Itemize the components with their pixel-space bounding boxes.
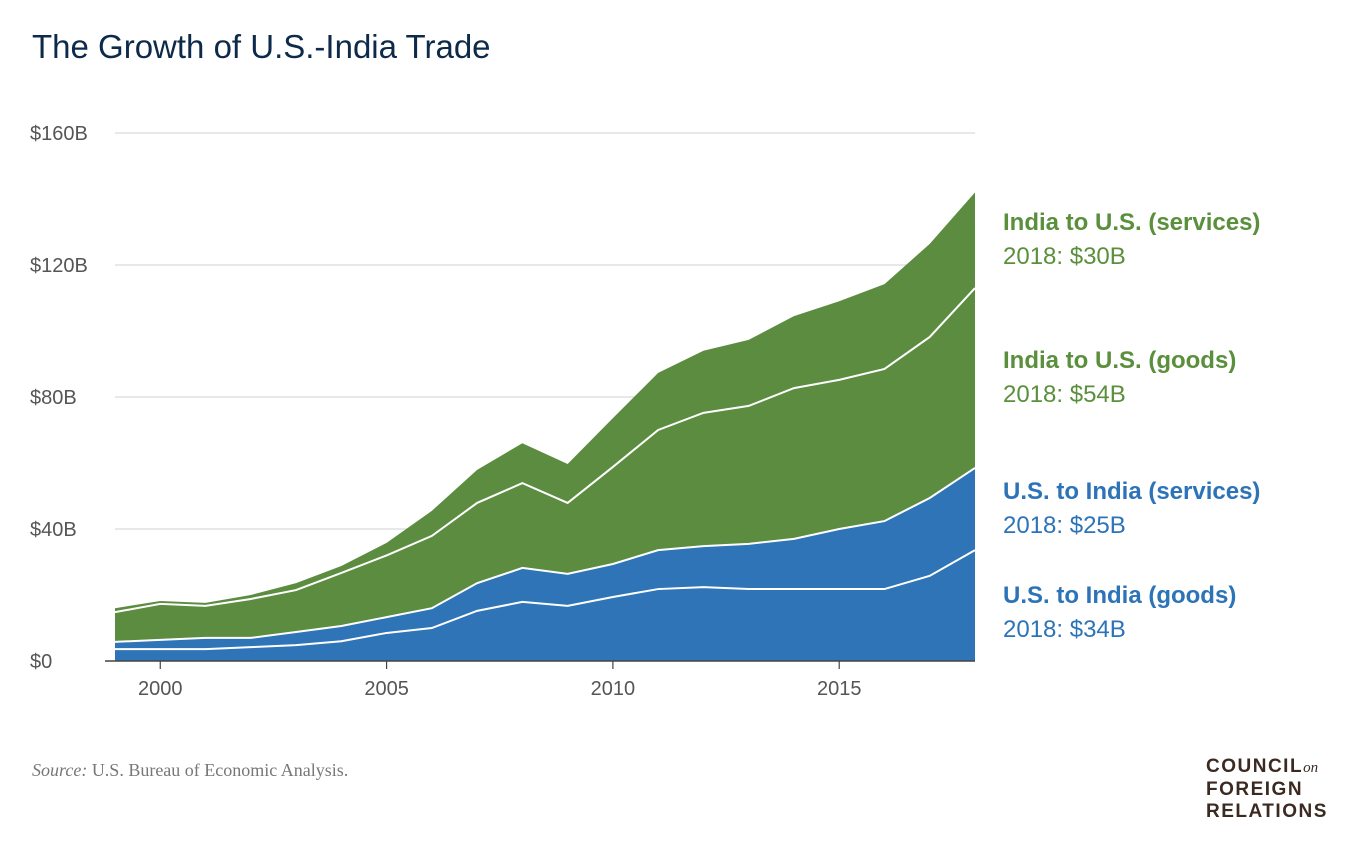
y-tick-label: $160B <box>30 123 88 145</box>
series-note: 2018: $54B <box>1003 381 1126 408</box>
y-tick-label: $80B <box>30 387 77 409</box>
series-boundary-line <box>114 467 976 643</box>
series-note: 2018: $34B <box>1003 616 1126 643</box>
x-tick-label: 2015 <box>817 678 862 700</box>
series-name: U.S. to India (goods) <box>1003 582 1237 609</box>
series-name: U.S. to India (services) <box>1003 478 1261 505</box>
logo-on: on <box>1303 760 1319 776</box>
series-name: India to U.S. (goods) <box>1003 347 1237 374</box>
source-text: U.S. Bureau of Economic Analysis. <box>91 760 349 780</box>
x-tick-label: 2000 <box>138 678 183 700</box>
legend-us-services: U.S. to India (services) 2018: $25B <box>1003 475 1260 543</box>
series-boundary-line <box>115 549 976 651</box>
x-tick-label: 2010 <box>591 678 636 700</box>
legend-india-goods: India to U.S. (goods) 2018: $54B <box>1003 344 1236 412</box>
x-tick-label: 2005 <box>364 678 409 700</box>
logo-line3: RELATIONS <box>1206 801 1328 822</box>
y-tick-label: $0 <box>30 651 52 673</box>
legend-india-services: India to U.S. (services) 2018: $30B <box>1003 206 1260 274</box>
y-tick-label: $40B <box>30 519 77 541</box>
logo-line2: FOREIGN <box>1206 779 1304 800</box>
series-name: India to U.S. (services) <box>1003 209 1261 236</box>
chart-title: The Growth of U.S.-India Trade <box>32 28 491 65</box>
logo-line1: COUNCIL <box>1206 756 1304 777</box>
cfr-logo: COUNCILon FOREIGN RELATIONS <box>1206 756 1328 823</box>
series-note: 2018: $25B <box>1003 512 1126 539</box>
area-u-s-to-india-goods <box>115 550 975 661</box>
source-note: Source: U.S. Bureau of Economic Analysis… <box>32 760 348 781</box>
y-tick-label: $120B <box>30 255 88 277</box>
source-prefix: Source: <box>32 760 88 780</box>
legend-us-goods: U.S. to India (goods) 2018: $34B <box>1003 579 1236 647</box>
series-boundary-line <box>114 287 976 614</box>
series-note: 2018: $30B <box>1003 243 1126 270</box>
area-u-s-to-india-services <box>115 467 975 650</box>
